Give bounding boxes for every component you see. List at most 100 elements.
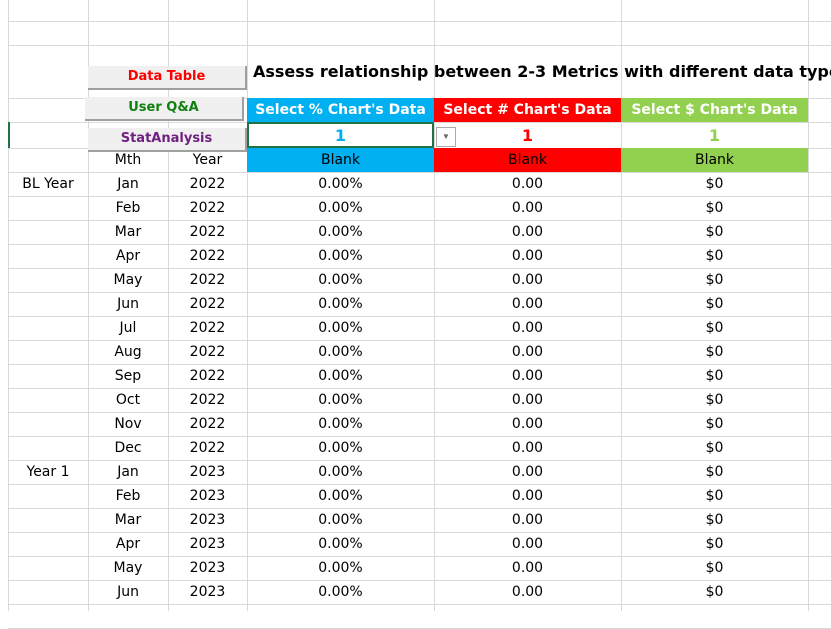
cell-pct[interactable]: 0.00% <box>318 440 363 456</box>
cell-group[interactable] <box>8 268 88 292</box>
cell-group[interactable] <box>8 484 88 508</box>
cell-usd[interactable]: $0 <box>705 584 724 600</box>
cell-mth[interactable]: Jun <box>117 584 139 600</box>
cell-usd[interactable]: $0 <box>705 368 724 384</box>
cell-pct[interactable]: 0.00% <box>318 368 363 384</box>
cell-num[interactable]: 0.00 <box>511 584 544 600</box>
cell-pct[interactable]: 0.00% <box>318 512 363 528</box>
cell-pct[interactable]: 0.00% <box>318 464 363 480</box>
cell-year[interactable]: 2022 <box>189 368 226 384</box>
cell-num[interactable]: 0.00 <box>511 224 544 240</box>
cell-num[interactable]: 0.00 <box>511 464 544 480</box>
cell-group[interactable]: Year 1 <box>26 464 70 480</box>
cell-year[interactable]: 2022 <box>189 296 226 312</box>
cell-num[interactable]: 0.00 <box>511 176 544 192</box>
cell-usd[interactable]: $0 <box>705 416 724 432</box>
cell-year[interactable]: 2023 <box>189 560 226 576</box>
cell-usd[interactable]: $0 <box>705 224 724 240</box>
cell-pct[interactable]: 0.00% <box>318 200 363 216</box>
cell-year[interactable]: 2022 <box>189 272 226 288</box>
cell-group[interactable] <box>8 316 88 340</box>
cell-num[interactable]: 0.00 <box>511 296 544 312</box>
data-table-button[interactable]: Data Table <box>88 66 247 90</box>
cell-usd[interactable]: $0 <box>705 272 724 288</box>
cell-group[interactable] <box>8 340 88 364</box>
cell-year[interactable]: 2023 <box>189 464 226 480</box>
cell-usd[interactable]: $0 <box>705 296 724 312</box>
cell-num[interactable]: 0.00 <box>511 392 544 408</box>
cell-year[interactable]: 2023 <box>189 584 226 600</box>
cell-usd[interactable]: $0 <box>705 392 724 408</box>
cell-num[interactable]: 0.00 <box>511 560 544 576</box>
usd-selector-cell[interactable]: 1 <box>708 126 721 145</box>
cell-mth[interactable]: Apr <box>115 536 141 552</box>
cell-mth[interactable]: Jan <box>117 176 139 192</box>
cell-year[interactable]: 2022 <box>189 200 226 216</box>
cell-year[interactable]: 2022 <box>189 224 226 240</box>
cell-group[interactable] <box>8 508 88 532</box>
cell-mth[interactable]: May <box>113 272 143 288</box>
cell-year[interactable]: 2023 <box>189 488 226 504</box>
cell-mth[interactable]: Nov <box>114 416 142 432</box>
cell-mth[interactable]: May <box>113 560 143 576</box>
cell-num[interactable]: 0.00 <box>511 512 544 528</box>
cell-mth[interactable]: Apr <box>115 248 141 264</box>
cell-pct[interactable]: 0.00% <box>318 344 363 360</box>
cell-group[interactable]: BL Year <box>22 176 74 192</box>
cell-usd[interactable]: $0 <box>705 512 724 528</box>
cell-pct[interactable]: 0.00% <box>318 536 363 552</box>
cell-group[interactable] <box>8 364 88 388</box>
cell-mth[interactable]: Oct <box>115 392 141 408</box>
cell-year[interactable]: 2022 <box>189 176 226 192</box>
cell-pct[interactable]: 0.00% <box>318 176 363 192</box>
cell-num[interactable]: 0.00 <box>511 536 544 552</box>
cell-group[interactable] <box>8 412 88 436</box>
cell-group[interactable] <box>8 292 88 316</box>
cell-num[interactable]: 0.00 <box>511 440 544 456</box>
cell-pct[interactable]: 0.00% <box>318 296 363 312</box>
cell-year[interactable]: 2022 <box>189 440 226 456</box>
cell-pct[interactable]: 0.00% <box>318 584 363 600</box>
cell-num[interactable]: 0.00 <box>511 320 544 336</box>
cell-group[interactable] <box>8 556 88 580</box>
cell-year[interactable]: 2023 <box>189 512 226 528</box>
cell-usd[interactable]: $0 <box>705 344 724 360</box>
cell-usd[interactable]: $0 <box>705 488 724 504</box>
cell-usd[interactable]: $0 <box>705 176 724 192</box>
cell-mth[interactable]: Sep <box>114 368 142 384</box>
cell-pct[interactable]: 0.00% <box>318 488 363 504</box>
cell-pct[interactable]: 0.00% <box>318 248 363 264</box>
cell-year[interactable]: 2022 <box>189 320 226 336</box>
pct-selector-cell[interactable]: 1 <box>247 122 434 148</box>
cell-pct[interactable]: 0.00% <box>318 224 363 240</box>
cell-mth[interactable]: Aug <box>114 344 142 360</box>
cell-usd[interactable]: $0 <box>705 200 724 216</box>
cell-usd[interactable]: $0 <box>705 560 724 576</box>
cell-num[interactable]: 0.00 <box>511 368 544 384</box>
cell-usd[interactable]: $0 <box>705 536 724 552</box>
cell-mth[interactable]: Dec <box>114 440 142 456</box>
cell-usd[interactable]: $0 <box>705 464 724 480</box>
cell-pct[interactable]: 0.00% <box>318 320 363 336</box>
cell-mth[interactable]: Jul <box>119 320 137 336</box>
cell-mth[interactable]: Feb <box>115 488 141 504</box>
cell-pct[interactable]: 0.00% <box>318 560 363 576</box>
user-qa-button[interactable]: User Q&A <box>85 97 244 121</box>
cell-usd[interactable]: $0 <box>705 248 724 264</box>
cell-mth[interactable]: Mar <box>114 512 142 528</box>
cell-mth[interactable]: Mar <box>114 224 142 240</box>
cell-group[interactable] <box>8 436 88 460</box>
cell-pct[interactable]: 0.00% <box>318 416 363 432</box>
stat-analysis-button[interactable]: StatAnalysis <box>88 128 247 152</box>
cell-num[interactable]: 0.00 <box>511 248 544 264</box>
cell-group[interactable] <box>8 244 88 268</box>
num-selector-cell[interactable]: 1 <box>521 126 534 145</box>
cell-num[interactable]: 0.00 <box>511 344 544 360</box>
cell-num[interactable]: 0.00 <box>511 488 544 504</box>
cell-group[interactable] <box>8 580 88 604</box>
cell-year[interactable]: 2022 <box>189 392 226 408</box>
cell-usd[interactable]: $0 <box>705 440 724 456</box>
cell-pct[interactable]: 0.00% <box>318 392 363 408</box>
cell-mth[interactable]: Jun <box>117 296 139 312</box>
cell-year[interactable]: 2022 <box>189 344 226 360</box>
